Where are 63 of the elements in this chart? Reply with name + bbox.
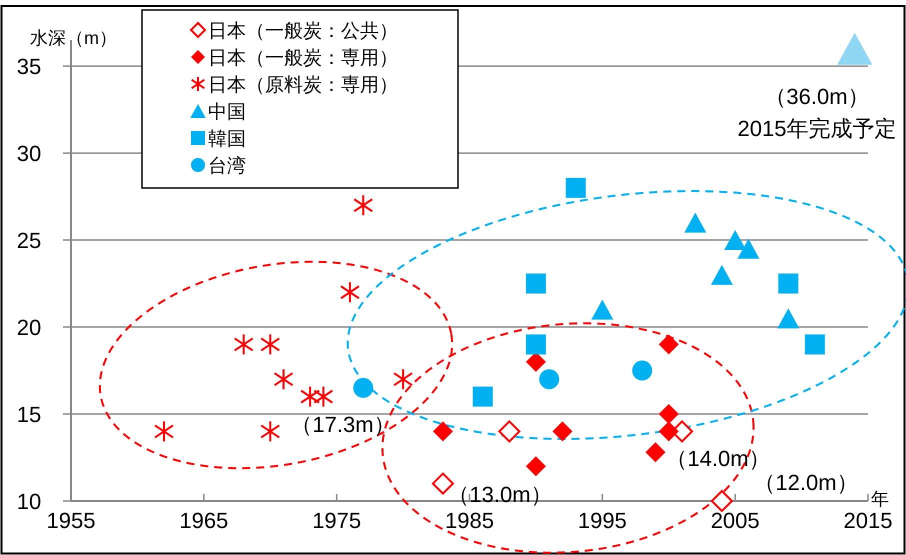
legend-label: 中国 (208, 102, 246, 123)
x-tick-label: 1955 (46, 508, 96, 533)
point (393, 368, 414, 390)
x-tick-label: 1985 (445, 508, 494, 533)
x-axis-title: 年 (871, 489, 889, 509)
legend-label: 日本（一般炭：専用） (208, 48, 398, 69)
annotation: （12.0m） (753, 470, 859, 495)
point (274, 368, 294, 390)
point (804, 334, 825, 354)
y-tick-label: 20 (16, 315, 42, 340)
y-tick-label: 25 (16, 228, 42, 254)
point (737, 238, 760, 259)
point (526, 334, 546, 354)
x-tick-label: 1975 (312, 508, 362, 533)
legend-label: 日本（原料炭：専用） (208, 75, 398, 96)
point (432, 472, 454, 495)
point (552, 421, 572, 442)
point (313, 386, 334, 408)
point (472, 386, 493, 407)
annotation: （13.0m） (447, 482, 553, 507)
point (778, 274, 798, 294)
point (645, 442, 666, 462)
point (539, 369, 560, 390)
point (710, 490, 733, 512)
point (658, 334, 679, 354)
point (658, 421, 679, 442)
point (710, 264, 733, 285)
point (658, 404, 679, 424)
y-tick-label: 15 (16, 402, 42, 428)
legend-label: 日本（一般炭：公共） (208, 21, 398, 42)
x-tick-label: 1995 (578, 508, 627, 533)
annotation: （14.0m） (665, 446, 771, 471)
legend-label: 台湾 (208, 155, 246, 177)
point (353, 194, 374, 216)
point (526, 456, 546, 476)
point (591, 300, 614, 320)
point (300, 386, 320, 408)
annotation: 2015年完成予定 (738, 116, 896, 141)
y-tick-label: 10 (16, 489, 42, 514)
x-tick-label: 1965 (179, 508, 228, 533)
y-axis-title: 水深（m） (30, 28, 117, 48)
point (432, 421, 453, 442)
annotation: （36.0m） (764, 84, 870, 109)
point (526, 274, 546, 294)
point (777, 308, 800, 328)
annotation: （17.3m） (290, 412, 396, 437)
point (260, 420, 280, 442)
point (566, 178, 586, 198)
x-tick-label: 2005 (710, 508, 760, 533)
x-tick-label: 2015 (844, 508, 892, 533)
point (234, 333, 254, 356)
legend-label: 韓国 (208, 129, 246, 150)
point (260, 333, 280, 356)
point (353, 378, 374, 398)
point (724, 230, 746, 250)
point (498, 420, 520, 442)
y-tick-label: 35 (16, 54, 42, 80)
point (837, 32, 872, 65)
point (632, 360, 652, 381)
point (684, 212, 706, 233)
point (340, 281, 360, 304)
y-tick-label: 30 (16, 141, 42, 166)
point (154, 420, 174, 442)
